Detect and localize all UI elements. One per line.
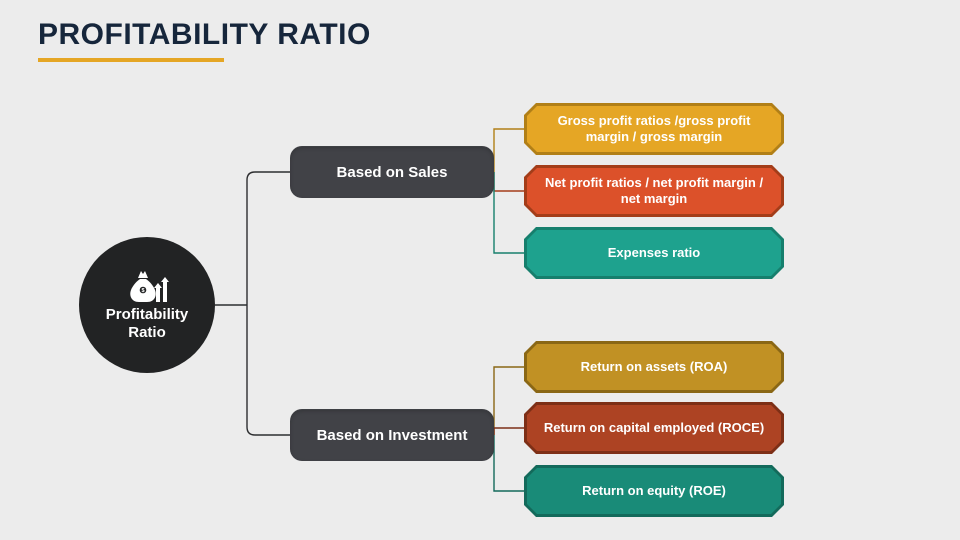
title-underline: [38, 58, 224, 62]
leaf-node-1: Net profit ratios / net profit margin / …: [527, 168, 781, 214]
leaf-node-3: Return on assets (ROA): [527, 344, 781, 390]
title-block: PROFITABILITY RATIO: [38, 18, 371, 62]
leaf-node-5: Return on equity (ROE): [527, 468, 781, 514]
root-node: $ ProfitabilityRatio: [79, 237, 215, 373]
leaf-node-2: Expenses ratio: [527, 230, 781, 276]
svg-text:$: $: [141, 288, 144, 294]
leaf-node-0: Gross profit ratios /gross profit margin…: [527, 106, 781, 152]
category-node-0: Based on Sales: [290, 146, 494, 198]
category-node-1: Based on Investment: [290, 409, 494, 461]
leaf-node-4: Return on capital employed (ROCE): [527, 405, 781, 451]
root-label: ProfitabilityRatio: [106, 306, 189, 342]
page-title: PROFITABILITY RATIO: [38, 18, 371, 52]
money-bag-icon: $: [125, 268, 169, 302]
